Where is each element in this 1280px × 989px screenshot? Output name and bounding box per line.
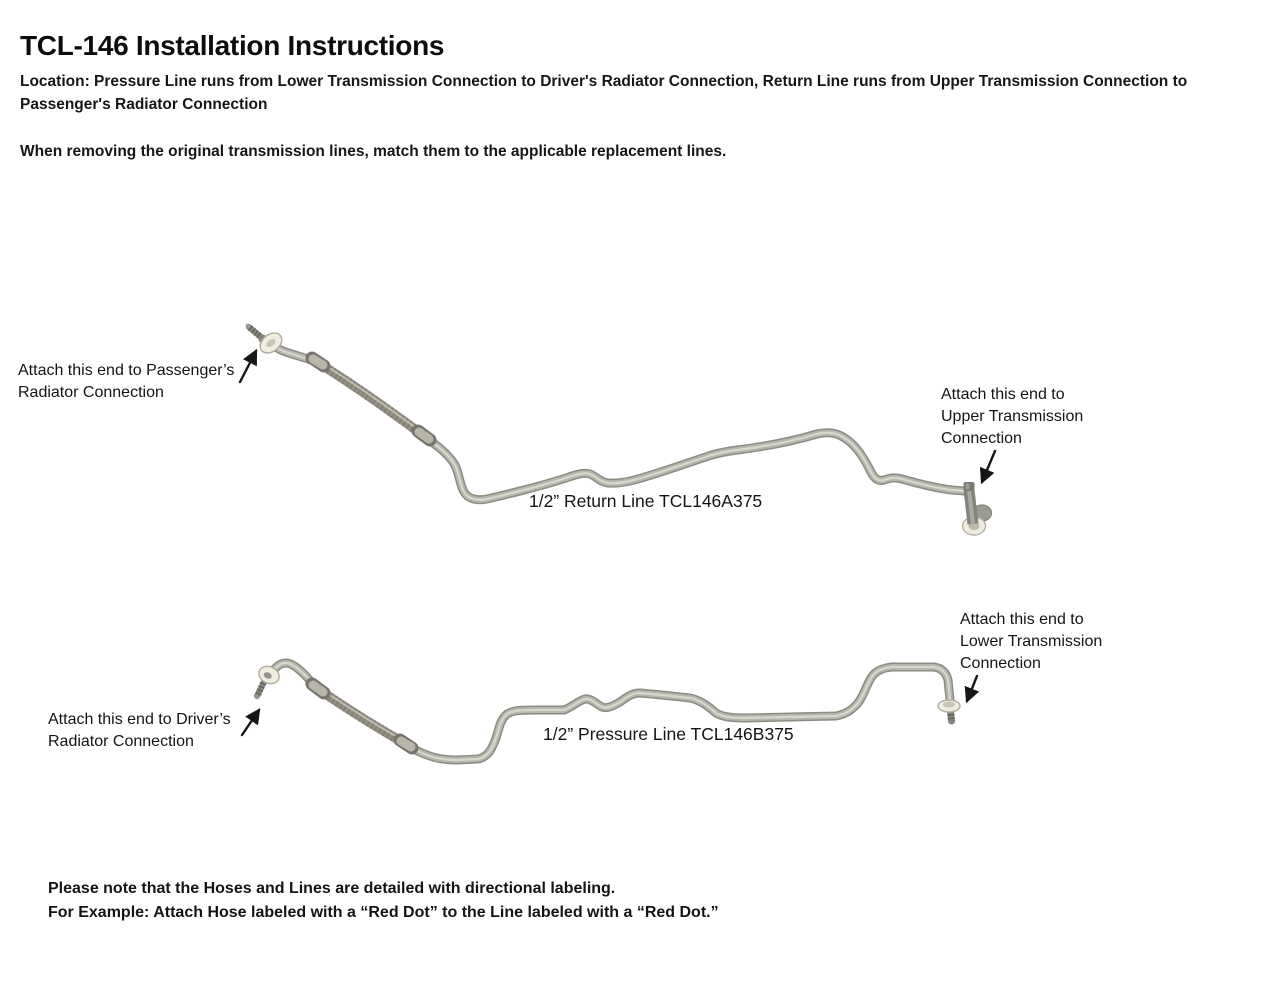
return-tube-highlight bbox=[261, 337, 966, 501]
return-right-arrow bbox=[979, 449, 997, 485]
directional-labeling-note: Please note that the Hoses and Lines are… bbox=[48, 877, 719, 924]
return-line-right-annotation: Attach this end to Upper Transmission Co… bbox=[941, 386, 1084, 447]
pressure-line-right-annotation: Attach this end to Lower Transmission Co… bbox=[960, 611, 1103, 672]
location-text: Location: Pressure Line runs from Lower … bbox=[20, 73, 1188, 113]
return-braided-hose-section bbox=[305, 351, 437, 447]
pressure-braided-hose-section bbox=[305, 677, 419, 755]
pressure-right-fitting bbox=[937, 699, 961, 725]
pressure-line-part-label: 1/2” Pressure Line TCL146B375 bbox=[543, 724, 794, 744]
return-left-arrow bbox=[238, 348, 258, 384]
note-line-2: For Example: Attach Hose labeled with a … bbox=[48, 903, 719, 921]
pressure-line-left-annotation: Attach this end to Driver’s Radiator Con… bbox=[48, 711, 231, 750]
annotation-arrows bbox=[238, 348, 997, 737]
page-title: TCL-146 Installation Instructions bbox=[20, 30, 445, 61]
pressure-right-arrow bbox=[964, 674, 980, 704]
removal-instruction-text: When removing the original transmission … bbox=[20, 143, 727, 160]
return-tube-body bbox=[260, 336, 967, 503]
return-tube-outline bbox=[258, 334, 969, 505]
return-line-left-annotation: Attach this end to Passenger’s Radiator … bbox=[18, 362, 235, 401]
return-line-photo bbox=[245, 323, 993, 536]
return-left-fitting bbox=[245, 323, 283, 354]
note-line-1: Please note that the Hoses and Lines are… bbox=[48, 880, 616, 897]
pressure-left-arrow bbox=[240, 708, 261, 737]
pressure-tube-highlight bbox=[269, 661, 952, 762]
return-right-fitting bbox=[961, 482, 993, 536]
return-line-part-label: 1/2” Return Line TCL146A375 bbox=[529, 491, 763, 511]
pressure-left-fitting bbox=[254, 665, 280, 700]
pressure-line-photo bbox=[254, 658, 961, 765]
